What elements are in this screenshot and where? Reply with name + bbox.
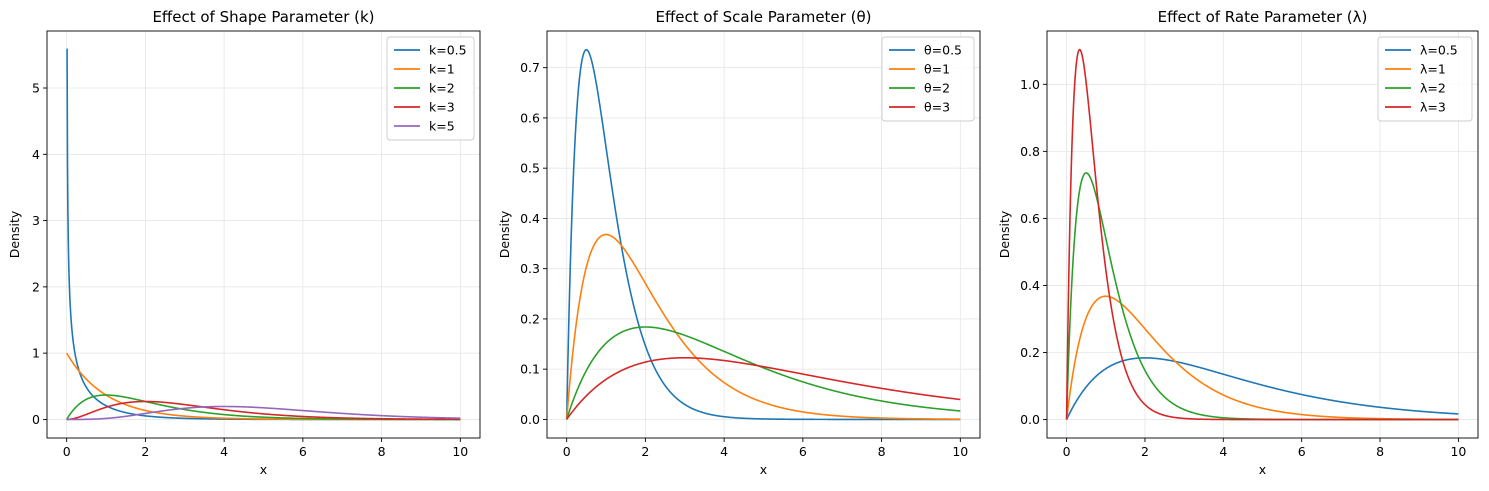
y-tick-label: 0.8 bbox=[1020, 144, 1040, 159]
legend-label-3: λ=2 bbox=[1420, 81, 1446, 96]
legend-box bbox=[1377, 36, 1473, 122]
x-tick-label: 6 bbox=[1298, 444, 1306, 459]
legend-label-3: θ=2 bbox=[924, 81, 950, 96]
y-tick-label: 0.6 bbox=[520, 110, 540, 125]
series-line-1 bbox=[565, 48, 961, 421]
y-tick-label: 0.4 bbox=[1020, 278, 1040, 293]
x-tick-label: 10 bbox=[952, 444, 968, 459]
panel-3: 0 2 4 6 8 10 0.0 0.2 0.4 0.6 0.8 1.0 Effect of Rate … bbox=[997, 8, 1479, 477]
axes-frame bbox=[546, 30, 981, 439]
x-tick-label: 4 bbox=[1219, 444, 1227, 459]
y-axis-label: Density bbox=[7, 210, 22, 258]
y-tick-label: 0 bbox=[32, 412, 40, 427]
series-lines bbox=[565, 48, 961, 421]
series-line-2 bbox=[565, 233, 961, 420]
y-tick-label: 1.0 bbox=[1020, 77, 1040, 92]
x-tick-label: 0 bbox=[563, 444, 571, 459]
y-tick-label: 0.2 bbox=[520, 311, 540, 326]
x-tick-label: 10 bbox=[1450, 444, 1466, 459]
y-axis-label: Density bbox=[997, 210, 1012, 258]
series-line-2 bbox=[65, 352, 461, 421]
x-tick-label: 2 bbox=[641, 444, 649, 459]
chart-title: Effect of Scale Parameter (θ) bbox=[656, 8, 872, 26]
x-tick-label: 8 bbox=[878, 444, 886, 459]
x-tick-label: 0 bbox=[1063, 444, 1071, 459]
y-tick-label: 0.5 bbox=[520, 161, 540, 176]
series-lines bbox=[1065, 48, 1459, 421]
y-tick-label: 4 bbox=[32, 147, 40, 162]
y-tick-label: 1 bbox=[32, 346, 40, 361]
legend-label-3: k=2 bbox=[429, 81, 455, 96]
axes-frame bbox=[46, 30, 481, 439]
y-tick-label: 3 bbox=[32, 213, 40, 228]
y-tick-label: 2 bbox=[32, 279, 40, 294]
axes-frame bbox=[1046, 30, 1479, 439]
legend-label-1: λ=0.5 bbox=[1420, 43, 1458, 58]
y-tick-label: 0.2 bbox=[1020, 345, 1040, 360]
series-line-1 bbox=[1065, 357, 1459, 420]
series-line-4 bbox=[66, 400, 461, 421]
series-line-4 bbox=[566, 356, 961, 420]
legend: k=0.5 k=1 k=2 k=3 k=5 bbox=[386, 36, 475, 141]
legend-label-1: k=0.5 bbox=[429, 43, 467, 58]
chart-title: Effect of Shape Parameter (k) bbox=[152, 8, 374, 26]
legend-box bbox=[386, 36, 475, 141]
y-tick-label: 5 bbox=[32, 81, 40, 96]
series-lines bbox=[65, 48, 461, 421]
legend-label-4: θ=3 bbox=[924, 100, 950, 115]
x-tick-label: 10 bbox=[452, 444, 468, 459]
legend-label-5: k=5 bbox=[429, 119, 455, 134]
y-tick-label: 0.6 bbox=[1020, 211, 1040, 226]
x-axis-label: x bbox=[760, 462, 767, 477]
x-tick-label: 8 bbox=[378, 444, 386, 459]
series-line-4 bbox=[1065, 48, 1459, 421]
y-tick-label: 0.0 bbox=[1020, 412, 1040, 427]
x-tick-label: 6 bbox=[299, 444, 307, 459]
y-tick-label: 0.1 bbox=[520, 362, 540, 377]
chart-title: Effect of Rate Parameter (λ) bbox=[1158, 8, 1368, 26]
y-tick-label: 0.4 bbox=[520, 211, 540, 226]
x-tick-label: 0 bbox=[63, 444, 71, 459]
x-axis-label: x bbox=[1259, 462, 1266, 477]
y-tick-label: 0.0 bbox=[520, 412, 540, 427]
legend: λ=0.5 λ=1 λ=2 λ=3 bbox=[1377, 36, 1473, 122]
series-line-3 bbox=[1065, 172, 1459, 421]
legend-label-4: λ=3 bbox=[1420, 100, 1446, 115]
y-axis-label: Density bbox=[497, 210, 512, 258]
x-axis-label: x bbox=[260, 462, 267, 477]
legend-label-2: k=1 bbox=[429, 62, 455, 77]
y-tick-label: 0.3 bbox=[520, 261, 540, 276]
panel-2: 0 2 4 6 8 10 0.0 0.1 0.2 0.3 0.4 0.5 0.6 0.7 Effect of… bbox=[497, 8, 981, 477]
legend-label-2: λ=1 bbox=[1420, 62, 1446, 77]
legend-label-1: θ=0.5 bbox=[924, 43, 962, 58]
series-line-5 bbox=[66, 405, 461, 421]
panel-1: 0 2 4 6 8 10 0 1 2 3 4 5 Effect of Shape Parameter (… bbox=[7, 8, 481, 477]
x-tick-label: 8 bbox=[1376, 444, 1384, 459]
x-tick-label: 4 bbox=[720, 444, 728, 459]
legend-label-4: k=3 bbox=[429, 100, 455, 115]
x-tick-label: 2 bbox=[141, 444, 149, 459]
legend: θ=0.5 θ=1 θ=2 θ=3 bbox=[881, 36, 975, 122]
legend-label-2: θ=1 bbox=[924, 62, 950, 77]
y-tick-label: 0.7 bbox=[520, 60, 540, 75]
x-tick-label: 2 bbox=[1141, 444, 1149, 459]
x-tick-label: 4 bbox=[220, 444, 228, 459]
series-line-2 bbox=[1065, 295, 1459, 421]
series-line-3 bbox=[565, 326, 961, 420]
legend-box bbox=[881, 36, 975, 122]
x-tick-label: 6 bbox=[799, 444, 807, 459]
